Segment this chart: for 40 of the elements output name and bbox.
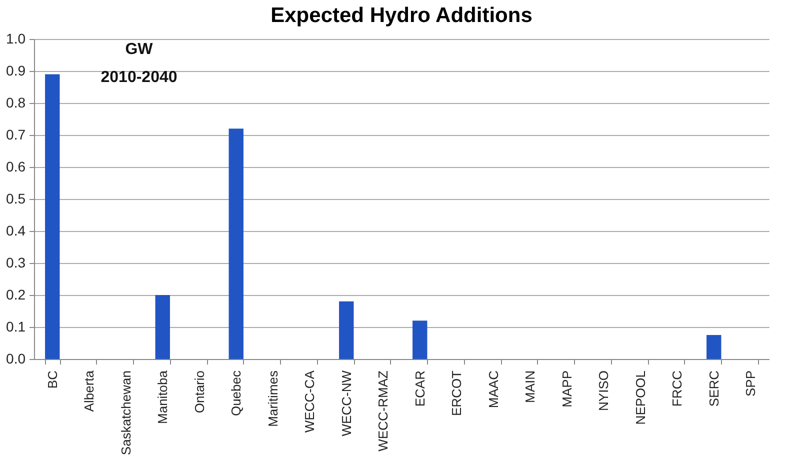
x-tick-label: NYISO bbox=[596, 370, 612, 411]
bar bbox=[45, 74, 60, 359]
x-tick-label: Quebec bbox=[228, 370, 244, 416]
bar bbox=[155, 295, 170, 359]
x-tick-label: Ontario bbox=[192, 370, 207, 414]
y-tick-label: 0.4 bbox=[6, 222, 26, 238]
bar bbox=[339, 301, 354, 359]
y-tick-label: 0.0 bbox=[6, 350, 26, 366]
y-tick-label: 1.0 bbox=[6, 30, 26, 46]
y-tick-label: 0.5 bbox=[6, 190, 26, 206]
x-tick-label: WECC-CA bbox=[302, 370, 318, 433]
x-tick-label: ECAR bbox=[412, 370, 428, 407]
y-tick-label: 0.1 bbox=[6, 318, 26, 334]
x-tick-label: BC bbox=[44, 370, 60, 389]
bar bbox=[706, 335, 722, 359]
bar bbox=[228, 128, 244, 359]
x-tick-label: FRCC bbox=[670, 370, 685, 407]
y-tick-label: 0.6 bbox=[6, 158, 26, 174]
chart-title: Expected Hydro Additions bbox=[270, 4, 532, 27]
bar bbox=[412, 320, 428, 359]
x-tick-label: MAAC bbox=[486, 370, 501, 408]
y-tick-label: 0.3 bbox=[6, 254, 26, 270]
x-tick-label: Alberta bbox=[82, 370, 97, 412]
x-tick-label: SERC bbox=[706, 370, 722, 407]
x-tick-label: Saskatchewan bbox=[118, 370, 134, 455]
annotation: GW bbox=[125, 41, 154, 58]
x-tick-label: NEPOOL bbox=[632, 370, 648, 425]
annotation: 2010-2040 bbox=[100, 69, 178, 86]
y-tick-label: 0.7 bbox=[6, 126, 26, 142]
x-tick-label: WECC-RMAZ bbox=[376, 370, 391, 452]
y-tick-label: 0.8 bbox=[6, 94, 26, 110]
x-tick-label: ERCOT bbox=[449, 370, 464, 416]
x-tick-label: SPP bbox=[743, 370, 758, 397]
y-tick-label: 0.9 bbox=[6, 62, 26, 78]
x-tick-label: Manitoba bbox=[155, 370, 170, 424]
y-tick-label: 0.2 bbox=[6, 286, 26, 302]
x-tick-label: Maritimes bbox=[265, 370, 280, 427]
x-tick-label: MAIN bbox=[522, 370, 538, 403]
x-tick-label: MAPP bbox=[559, 370, 574, 408]
x-tick-label: WECC-NW bbox=[338, 370, 354, 436]
